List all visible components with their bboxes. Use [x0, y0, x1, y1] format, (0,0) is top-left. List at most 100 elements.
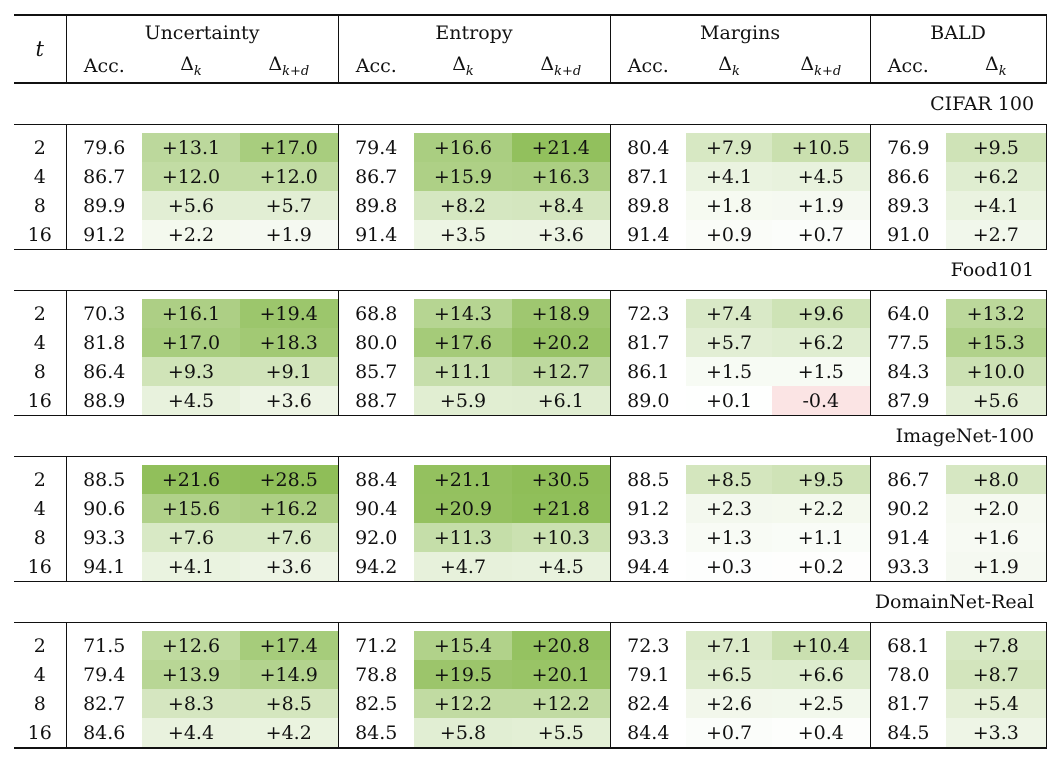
section-spacer: [14, 622, 1047, 632]
cell-bald-delta-k: +6.2: [946, 162, 1047, 191]
cell-entropy-acc: 79.4: [355, 136, 398, 159]
section-row: CIFAR 100: [14, 83, 1047, 125]
cell-uncertainty-delta-kd: +18.3: [240, 328, 339, 357]
cell-uncertainty-delta-k: +8.3: [142, 689, 240, 718]
cell-uncertainty-delta-kd: +3.6: [240, 552, 339, 582]
cell-uncertainty-acc: 86.7: [83, 165, 126, 188]
table-row: 2 71.5 +12.6 +17.4 71.2 +15.4 +20.8 72.3 +7.1 +10…: [14, 631, 1047, 660]
spacer-cell: [946, 124, 1047, 133]
cell-margins-acc: 91.4: [627, 223, 670, 246]
spacer-cell: [240, 290, 339, 299]
cell-entropy-delta-kd: +21.8: [512, 494, 611, 523]
cell-margins-delta-k: +7.1: [686, 631, 773, 660]
spacer-cell: [512, 124, 611, 133]
cell-margins-delta-k: +6.5: [686, 660, 773, 689]
cell-margins-delta-k: +7.4: [686, 299, 773, 328]
cell-margins-delta-k: +4.1: [686, 162, 773, 191]
cell-uncertainty-delta-kd: +28.5: [240, 465, 339, 494]
spacer-cell: [512, 456, 611, 465]
cell-bald-acc: 86.6: [887, 165, 930, 188]
spacer-cell: [240, 124, 339, 133]
cell-uncertainty-delta-kd: +8.5: [240, 689, 339, 718]
cell-uncertainty-acc: 79.6: [83, 136, 126, 159]
spacer-cell: [772, 456, 871, 465]
cell-margins-delta-kd: +1.1: [772, 523, 871, 552]
cell-bald-delta-k: +7.8: [946, 631, 1047, 660]
cell-uncertainty-delta-kd: +1.9: [240, 220, 339, 250]
cell-bald-acc: 76.9: [887, 136, 930, 159]
cell-bald-delta-k: +4.1: [946, 191, 1047, 220]
cell-margins-delta-kd: +10.5: [772, 133, 871, 162]
cell-margins-delta-k: +0.3: [686, 552, 773, 582]
cell-entropy-delta-kd: +6.1: [512, 386, 611, 416]
cell-entropy-acc: 89.8: [355, 194, 398, 217]
section-row: Food101: [14, 249, 1047, 291]
spacer-cell: [240, 456, 339, 465]
group-header-entropy: Entropy: [338, 15, 611, 50]
cell-uncertainty-acc: 91.2: [83, 223, 126, 246]
cell-uncertainty-delta-kd: +17.0: [240, 133, 339, 162]
spacer-cell: [946, 290, 1047, 299]
cell-bald-delta-k: +13.2: [946, 299, 1047, 328]
spacer-cell: [338, 291, 414, 300]
table-row: 16 84.6 +4.4 +4.2 84.5 +5.8 +5.5 84.4 +0.7 +0.4 84…: [14, 718, 1047, 748]
cell-uncertainty-acc: 70.3: [83, 302, 126, 325]
cell-margins-delta-kd: +10.4: [772, 631, 871, 660]
header-sub-row: Acc. Δk Δk+d Acc. Δk Δk+d Acc. Δk Δk+d Acc. Δk: [14, 50, 1047, 83]
header-group-row: t Uncertainty Entropy Margins BALD: [14, 15, 1047, 83]
cell-bald-acc: 89.3: [887, 194, 930, 217]
spacer-cell: [414, 623, 512, 632]
cell-bald-acc: 68.1: [887, 634, 930, 657]
cell-entropy-delta-k: +17.6: [414, 328, 512, 357]
cell-entropy-acc: 82.5: [355, 692, 398, 715]
cell-entropy-delta-kd: +21.4: [512, 133, 611, 162]
t-value: 16: [14, 718, 67, 748]
spacer-cell: [686, 457, 772, 466]
t-column-header: t: [14, 15, 67, 83]
spacer-cell: [512, 622, 611, 631]
spacer-cell: [338, 623, 414, 632]
spacer-cell: [66, 125, 142, 134]
spacer-cell: [946, 622, 1047, 631]
t-value: 8: [14, 523, 67, 552]
cell-entropy-delta-kd: +8.4: [512, 191, 611, 220]
t-value: 4: [14, 328, 67, 357]
cell-entropy-acc: 94.2: [355, 555, 398, 578]
cell-entropy-delta-k: +14.3: [414, 299, 512, 328]
spacer-cell: [610, 291, 686, 300]
cell-uncertainty-delta-kd: +17.4: [240, 631, 339, 660]
spacer-cell: [686, 125, 772, 134]
cell-entropy-delta-kd: +20.8: [512, 631, 611, 660]
cell-margins-delta-kd: +1.9: [772, 191, 871, 220]
cell-bald-delta-k: +15.3: [946, 328, 1047, 357]
cell-uncertainty-delta-k: +21.6: [142, 465, 240, 494]
table-row: 8 93.3 +7.6 +7.6 92.0 +11.3 +10.3 93.3 +1.3 +1.1 9…: [14, 523, 1047, 552]
spacer-cell: [870, 125, 946, 134]
cell-margins-delta-k: +8.5: [686, 465, 773, 494]
cell-margins-acc: 94.4: [627, 555, 670, 578]
t-value: 16: [14, 552, 67, 582]
section-title: DomainNet-Real: [14, 581, 1047, 623]
table-row: 4 81.8 +17.0 +18.3 80.0 +17.6 +20.2 81.7 +5.7 +6.…: [14, 328, 1047, 357]
section-spacer: [14, 456, 1047, 466]
cell-margins-delta-kd: +6.6: [772, 660, 871, 689]
cell-entropy-delta-k: +11.1: [414, 357, 512, 386]
cell-bald-acc: 86.7: [887, 468, 930, 491]
group-header-bald: BALD: [870, 15, 1047, 50]
cell-uncertainty-acc: 88.5: [83, 468, 126, 491]
cell-entropy-acc: 71.2: [355, 634, 398, 657]
spacer-cell: [338, 457, 414, 466]
section-title: Food101: [14, 249, 1047, 291]
spacer-cell: [14, 290, 67, 299]
t-value: 8: [14, 191, 67, 220]
cell-margins-delta-k: +7.9: [686, 133, 773, 162]
cell-margins-acc: 80.4: [627, 136, 670, 159]
t-value: 16: [14, 220, 67, 250]
t-value: 4: [14, 660, 67, 689]
cell-uncertainty-delta-kd: +14.9: [240, 660, 339, 689]
subheader-uncertainty-acc: Acc.: [83, 55, 125, 77]
cell-entropy-delta-kd: +12.7: [512, 357, 611, 386]
cell-bald-delta-k: +1.9: [946, 552, 1047, 582]
t-value: 8: [14, 689, 67, 718]
cell-entropy-delta-k: +12.2: [414, 689, 512, 718]
